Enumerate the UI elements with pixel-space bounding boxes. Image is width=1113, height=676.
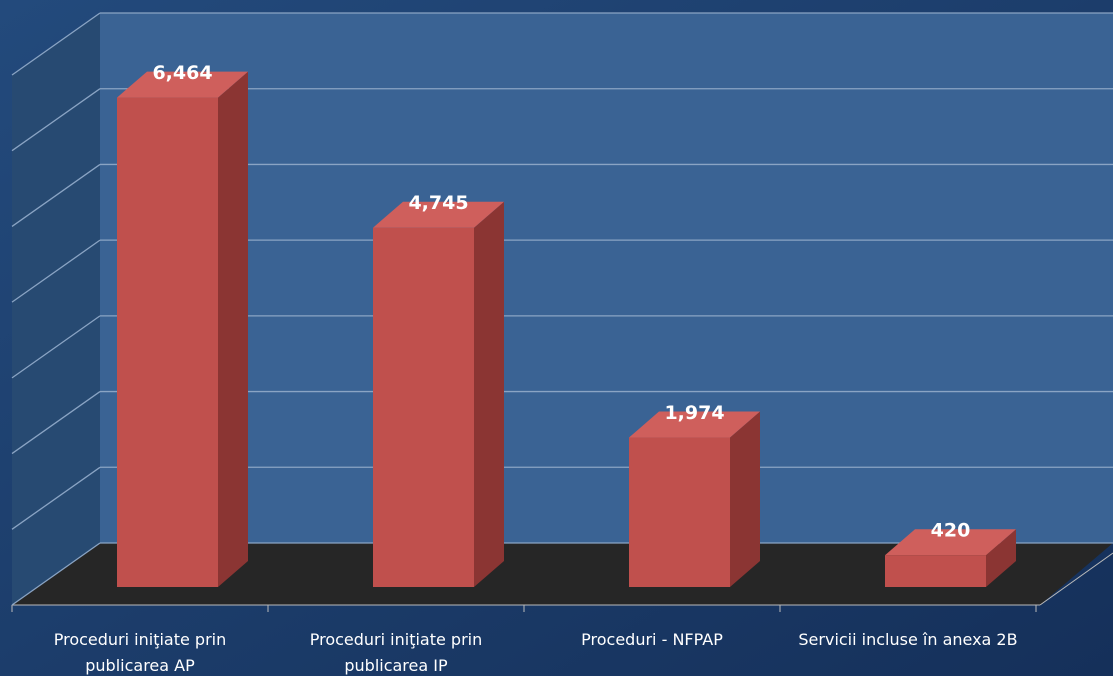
bar xyxy=(373,227,474,587)
bar-top xyxy=(117,71,248,98)
bar-top xyxy=(629,411,760,438)
floor-edge xyxy=(1039,552,1113,606)
bar xyxy=(117,97,218,587)
back-wall xyxy=(100,13,1113,543)
value-label: 6,464 xyxy=(152,62,212,84)
side-grid-line xyxy=(11,88,101,152)
floor xyxy=(12,543,1113,605)
bar-side xyxy=(474,201,504,587)
x-tick-label: Proceduri iniţiate prin publicarea IP xyxy=(310,630,483,675)
side-wall xyxy=(12,13,100,605)
bar xyxy=(629,437,730,587)
bar-side xyxy=(218,71,248,587)
side-grid-line xyxy=(11,466,101,530)
side-grid-line xyxy=(11,12,101,76)
side-grid-line xyxy=(11,239,101,303)
bar-side xyxy=(986,529,1016,587)
side-grid-line xyxy=(11,391,101,455)
x-tick-label: Servicii incluse în anexa 2B xyxy=(798,630,1017,649)
value-label: 4,745 xyxy=(408,192,468,214)
value-label: 420 xyxy=(931,520,971,542)
side-grid-line xyxy=(11,163,101,227)
bar-side xyxy=(730,411,760,587)
x-tick-label: Proceduri - NFPAP xyxy=(581,630,723,649)
x-tick-label: Proceduri iniţiate prin publicarea AP xyxy=(54,630,227,675)
value-label: 1,974 xyxy=(664,402,724,424)
bar xyxy=(885,555,986,587)
side-grid-line xyxy=(11,542,101,606)
side-grid-line xyxy=(11,315,101,379)
bar-top xyxy=(885,529,1016,556)
bar-top xyxy=(373,201,504,228)
